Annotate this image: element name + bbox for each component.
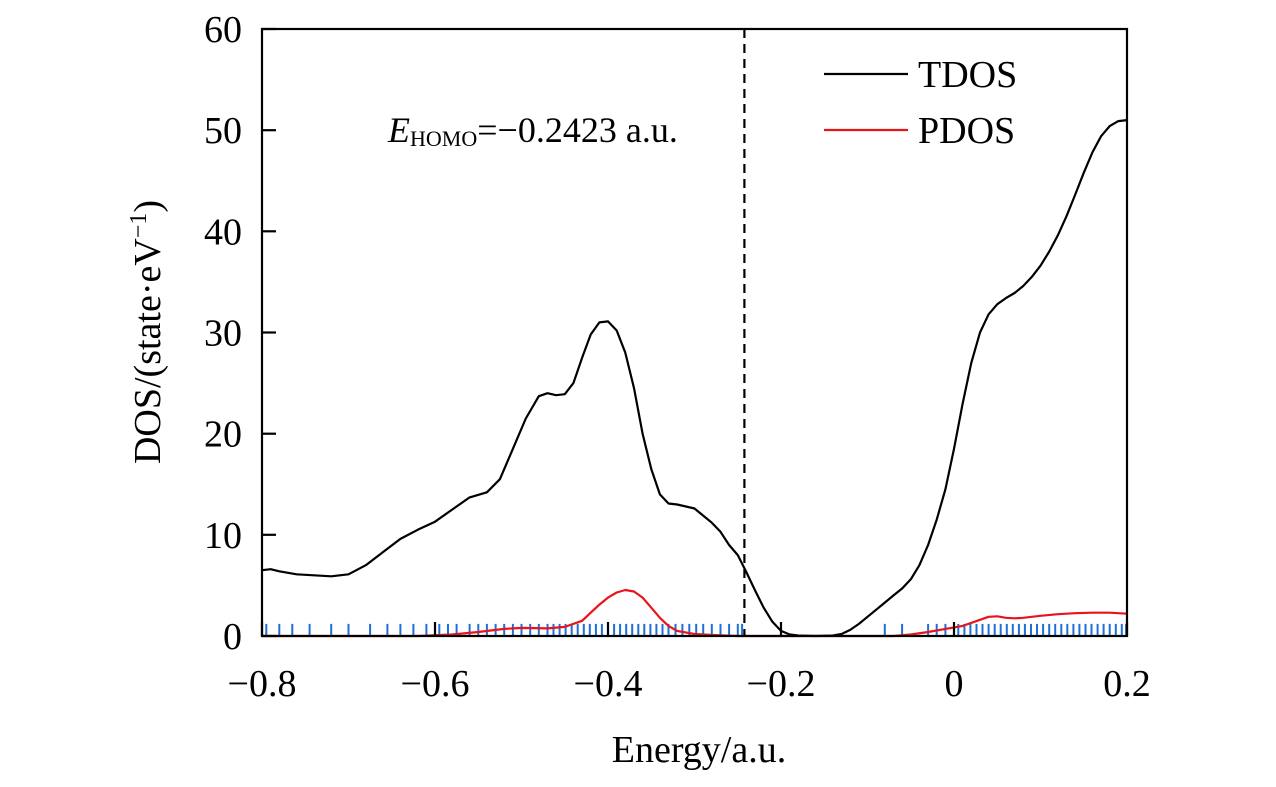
y-tick-label-5: 50: [204, 110, 242, 152]
x-tick-label-0: −0.8: [228, 663, 297, 705]
legend: TDOS PDOS: [824, 54, 1017, 152]
annotation-symbol: E: [387, 110, 410, 150]
x-tick-label-3: −0.2: [747, 663, 816, 705]
y-axis-title-close: ): [127, 200, 169, 213]
y-tick-label-6: 60: [204, 9, 242, 51]
series-line-pdos: [262, 588, 1128, 638]
x-tick-label-4: 0: [945, 663, 964, 705]
y-tick-label-3: 30: [204, 313, 242, 355]
series-line-tdos: [261, 119, 1128, 638]
y-tick-label-1: 10: [204, 515, 242, 557]
y-axis-title-sup: −1: [126, 213, 152, 239]
legend-label-pdos: PDOS: [918, 110, 1015, 152]
y-axis-title-main: DOS/(state·eV: [127, 238, 169, 464]
x-axis-title: Energy/a.u.: [612, 729, 786, 771]
homo-annotation: EHOMO=−0.2423 a.u.: [387, 110, 678, 151]
y-axis-title: DOS/(state·eV−1): [126, 200, 169, 464]
legend-label-tdos: TDOS: [918, 54, 1017, 96]
svg-text:EHOMO=−0.2423 a.u.: EHOMO=−0.2423 a.u.: [387, 110, 678, 151]
x-tick-label-1: −0.6: [401, 663, 470, 705]
y-tick-label-2: 20: [204, 414, 242, 456]
tick-labels: −0.8 −0.6 −0.4 −0.2 0 0.2 0 10 20 30 40 50 60: [204, 9, 1151, 705]
series-layer: [261, 119, 1128, 638]
axis-ticks: [260, 27, 1129, 638]
annotation-value: =−0.2423 a.u.: [477, 110, 678, 150]
annotation-subscript: HOMO: [410, 126, 477, 151]
x-tick-label-2: −0.4: [574, 663, 643, 705]
x-tick-label-5: 0.2: [1103, 663, 1151, 705]
y-tick-label-0: 0: [223, 616, 242, 658]
y-tick-label-4: 40: [204, 211, 242, 253]
